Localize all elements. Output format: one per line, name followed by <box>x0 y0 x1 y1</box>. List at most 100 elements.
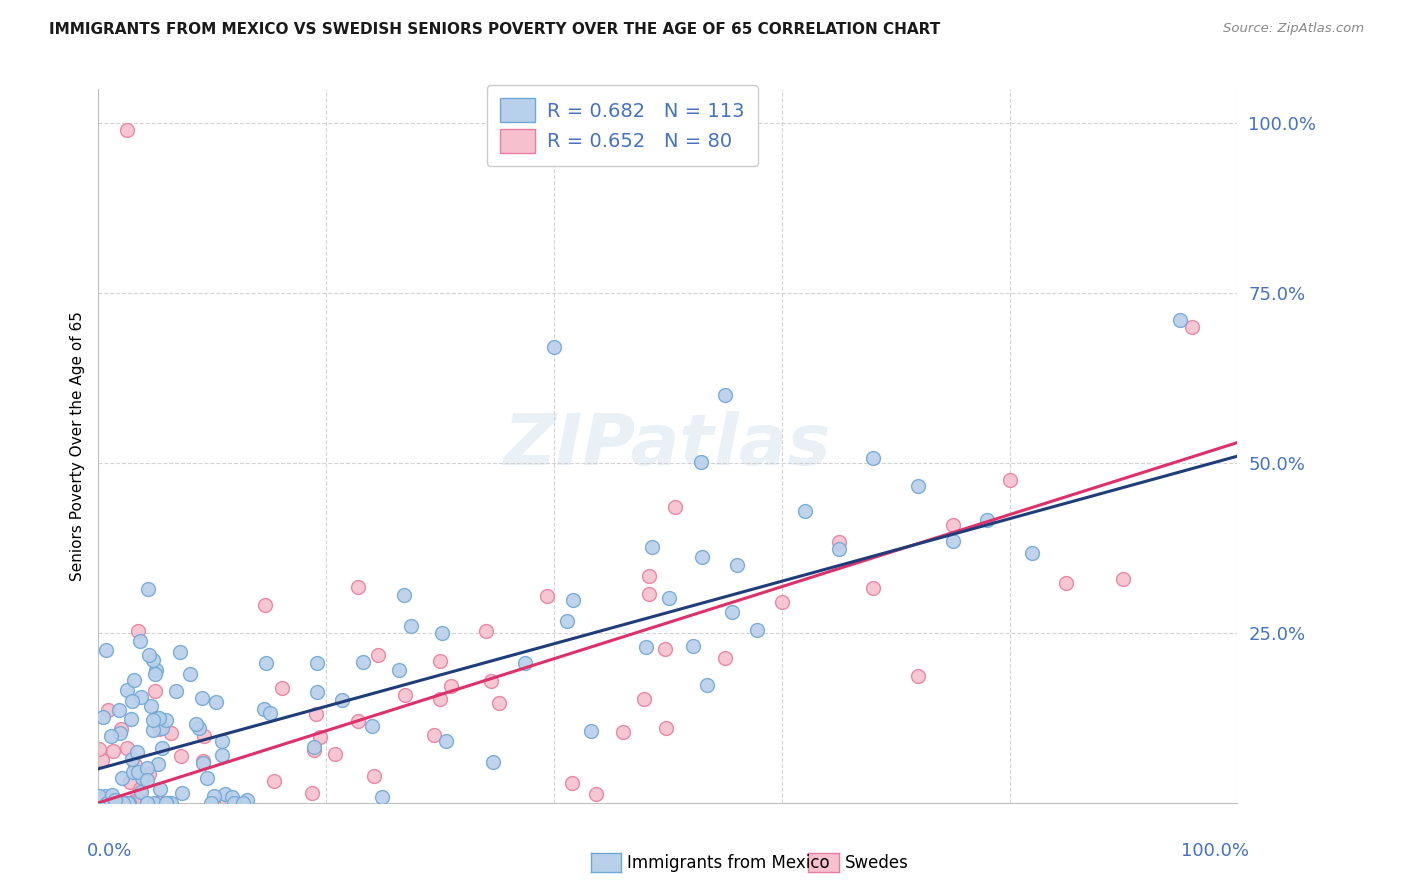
Point <box>149 782 172 797</box>
Point <box>138 648 160 663</box>
Point <box>115 741 138 756</box>
Point <box>96 796 118 810</box>
Y-axis label: Seniors Poverty Over the Age of 65: Seniors Poverty Over the Age of 65 <box>69 311 84 581</box>
Point <box>145 663 167 677</box>
Point <box>347 580 370 594</box>
Point <box>105 796 128 810</box>
Point <box>907 478 929 492</box>
Point <box>136 772 159 787</box>
Point <box>638 568 661 582</box>
Point <box>170 787 193 801</box>
Point <box>352 655 374 669</box>
Point <box>143 667 166 681</box>
Point <box>263 774 285 789</box>
Point <box>93 710 115 724</box>
Point <box>146 796 169 810</box>
Point <box>429 654 451 668</box>
Point <box>96 796 118 810</box>
Point <box>254 656 277 670</box>
Point <box>482 756 505 770</box>
Point <box>170 748 193 763</box>
Point <box>363 769 385 783</box>
Point <box>907 669 929 683</box>
Point <box>128 781 150 796</box>
Point <box>828 534 851 549</box>
Point <box>169 645 191 659</box>
Point <box>1181 320 1204 334</box>
Point <box>581 724 603 739</box>
Point <box>121 694 143 708</box>
Point <box>862 582 884 596</box>
Point <box>942 517 965 532</box>
Point <box>488 696 510 710</box>
Point <box>155 714 177 728</box>
Point <box>184 716 207 731</box>
Point <box>98 796 121 810</box>
Point <box>155 796 177 810</box>
Point <box>536 590 558 604</box>
Legend: R = 0.682   N = 113, R = 0.652   N = 80: R = 0.682 N = 113, R = 0.652 N = 80 <box>486 85 758 166</box>
Point <box>111 796 134 810</box>
Point <box>100 796 122 810</box>
Point <box>191 756 214 771</box>
Point <box>90 793 112 807</box>
Point <box>202 796 225 810</box>
Point <box>721 605 744 619</box>
Point <box>330 692 353 706</box>
Point <box>664 500 686 514</box>
Point <box>641 540 664 554</box>
Point <box>200 796 222 810</box>
Point <box>585 787 607 801</box>
Point <box>367 648 389 662</box>
Point <box>142 653 165 667</box>
Point <box>96 796 118 810</box>
Point <box>305 656 328 670</box>
Point <box>714 388 737 402</box>
Point <box>115 123 138 137</box>
Point <box>634 640 657 655</box>
Point <box>561 592 583 607</box>
Point <box>97 790 120 805</box>
Point <box>388 664 411 678</box>
Point <box>87 789 110 803</box>
Point <box>633 691 655 706</box>
Point <box>121 765 143 780</box>
Point <box>225 796 247 810</box>
Point <box>101 796 124 810</box>
Point <box>479 674 502 689</box>
Point <box>423 728 446 742</box>
Point <box>118 796 141 810</box>
Point <box>150 722 173 736</box>
Point <box>394 688 416 702</box>
Point <box>150 740 173 755</box>
Text: Swedes: Swedes <box>845 854 908 871</box>
Point <box>125 745 148 759</box>
Point <box>91 796 114 810</box>
Point <box>301 786 323 800</box>
Point <box>91 796 114 810</box>
Point <box>148 722 170 736</box>
Text: Source: ZipAtlas.com: Source: ZipAtlas.com <box>1223 22 1364 36</box>
Point <box>221 790 243 805</box>
Point <box>120 775 142 789</box>
Point <box>111 772 134 786</box>
Text: 100.0%: 100.0% <box>1181 842 1249 860</box>
Point <box>94 796 117 810</box>
Point <box>91 796 114 810</box>
Point <box>100 729 122 743</box>
Point <box>127 765 149 780</box>
Point <box>145 710 167 724</box>
Point <box>122 794 145 808</box>
Point <box>122 796 145 810</box>
Point <box>399 619 422 633</box>
Point <box>117 796 139 810</box>
Point <box>214 787 236 801</box>
Point <box>91 793 114 807</box>
Point <box>429 691 451 706</box>
Point <box>793 504 815 518</box>
Point <box>131 771 153 785</box>
Point <box>976 513 998 527</box>
Point <box>202 789 225 803</box>
Point <box>1112 572 1135 586</box>
Point <box>129 690 152 704</box>
